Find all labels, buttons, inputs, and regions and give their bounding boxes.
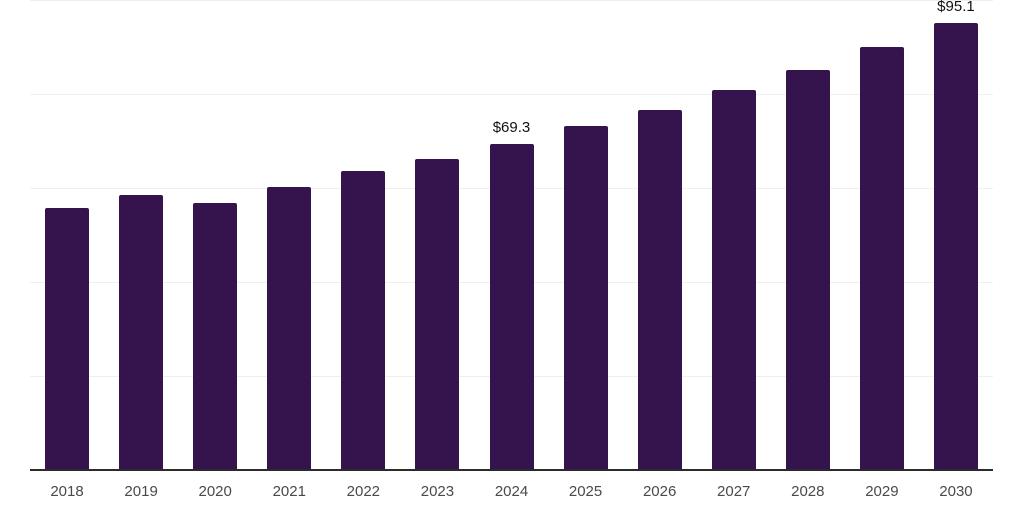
x-tick-2021: 2021 xyxy=(272,483,306,500)
bar-2023 xyxy=(415,158,460,470)
x-tick-2030: 2030 xyxy=(939,483,973,500)
gridline-100 xyxy=(30,0,993,1)
bar-2024 xyxy=(489,144,534,470)
bar-2029 xyxy=(859,47,904,470)
x-tick-2029: 2029 xyxy=(865,483,899,500)
x-tick-2018: 2018 xyxy=(50,483,84,500)
bar-2019 xyxy=(119,195,164,470)
gridline-80 xyxy=(30,94,993,95)
x-tick-2025: 2025 xyxy=(568,483,603,500)
x-tick-2028: 2028 xyxy=(791,483,825,500)
x-tick-2022: 2022 xyxy=(346,483,381,500)
x-axis-line xyxy=(30,469,993,471)
x-tick-2020: 2020 xyxy=(198,483,232,500)
bar-2018 xyxy=(45,208,90,470)
bar-2020 xyxy=(193,203,238,470)
x-tick-2027: 2027 xyxy=(717,483,751,500)
bar-2026 xyxy=(637,109,682,470)
bar-2030 xyxy=(933,23,978,470)
value-label-2030: $95.1 xyxy=(937,0,975,16)
value-label-2024: $69.3 xyxy=(492,119,531,137)
plot-area: $69.3 $95.1 xyxy=(30,0,993,471)
x-tick-2023: 2023 xyxy=(420,483,455,500)
x-tick-2019: 2019 xyxy=(124,483,158,500)
bar-2025 xyxy=(563,125,608,470)
bar-2022 xyxy=(341,171,386,470)
bar-2027 xyxy=(711,90,756,470)
bar-2021 xyxy=(267,187,312,470)
bar-2028 xyxy=(785,70,830,470)
x-tick-2024: 2024 xyxy=(494,483,529,500)
x-tick-2026: 2026 xyxy=(642,483,677,500)
